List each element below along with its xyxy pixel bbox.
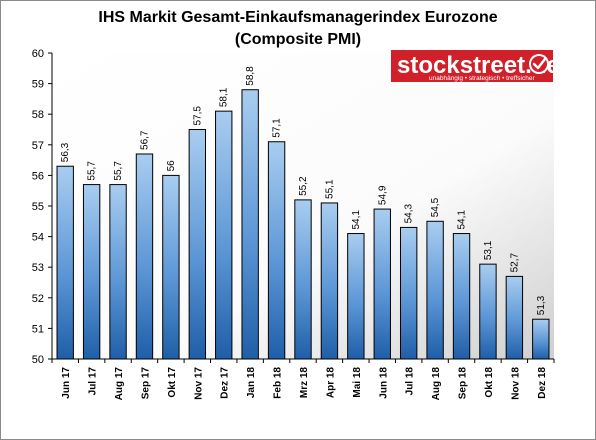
x-tick-label: Sep 17 <box>140 367 151 400</box>
bar <box>294 199 312 360</box>
bar <box>452 233 471 360</box>
chart-subtitle: (Composite PMI) <box>235 31 361 48</box>
x-tick-label: Dez 18 <box>537 367 548 399</box>
x-tick-label: Aug 17 <box>114 367 125 401</box>
x-tick-label: Jun 18 <box>378 367 389 399</box>
bar <box>162 174 180 360</box>
y-tick-label: 51 <box>32 323 44 335</box>
bar <box>373 208 391 360</box>
x-tick-label: Feb 18 <box>273 367 284 399</box>
bar <box>320 202 339 360</box>
data-label: 57,5 <box>192 106 203 126</box>
bar <box>426 220 444 360</box>
y-tick-label: 59 <box>32 79 44 91</box>
bar <box>135 153 154 360</box>
data-label: 54,1 <box>457 210 468 230</box>
x-tick-label: Sep 18 <box>458 367 469 400</box>
data-label: 54,1 <box>351 210 362 230</box>
x-tick-label: Okt 17 <box>167 367 178 398</box>
bar <box>109 184 127 360</box>
logo-background <box>391 50 553 82</box>
data-label: 56 <box>166 160 177 172</box>
stockstreet-logo: stockstreet.de unabhängig • strategisch … <box>391 50 560 82</box>
data-label: 54,9 <box>377 185 388 205</box>
data-label: 54,3 <box>404 204 415 224</box>
data-label: 58,8 <box>245 66 256 86</box>
bar <box>532 318 550 360</box>
y-axis-ticks: 50 51 52 53 54 55 56 57 58 59 60 <box>32 48 52 366</box>
y-tick-label: 50 <box>32 354 44 366</box>
bar <box>479 263 497 360</box>
bar <box>347 233 365 360</box>
checkmark-icon <box>529 54 549 74</box>
y-tick-label: 60 <box>32 48 44 60</box>
bar <box>399 226 418 360</box>
chart-title: IHS Markit Gesamt-Einkaufsmanagerindex E… <box>98 9 497 26</box>
x-tick-label: Aug 18 <box>431 367 442 401</box>
x-tick-label: Okt 18 <box>484 367 495 398</box>
data-label: 57,1 <box>272 118 283 138</box>
y-tick-label: 52 <box>32 293 44 305</box>
bar <box>241 89 259 360</box>
x-tick-label: Jul 17 <box>88 367 99 396</box>
y-tick-label: 53 <box>32 262 44 274</box>
x-tick-label: Jun 17 <box>61 367 72 399</box>
bar <box>215 110 233 360</box>
y-tick-label: 54 <box>32 232 44 244</box>
x-tick-label: Jul 18 <box>405 367 416 396</box>
data-label: 56,3 <box>60 142 71 162</box>
bar <box>505 275 524 360</box>
x-tick-label: Nov 18 <box>510 367 521 400</box>
x-tick-label: Apr 18 <box>325 367 336 399</box>
y-tick-label: 55 <box>32 201 44 213</box>
x-tick-label: Nov 17 <box>193 367 204 400</box>
y-tick-label: 57 <box>32 140 44 152</box>
data-label: 54,5 <box>430 197 441 217</box>
bar <box>188 129 207 360</box>
y-tick-label: 56 <box>32 170 44 182</box>
x-tick-label: Jan 18 <box>246 367 257 399</box>
data-label: 55,1 <box>324 179 335 199</box>
bar <box>82 184 101 360</box>
data-labels: 56,3 55,7 55,7 56,7 56 57,5 58,1 58,8 57,1 55,2 55… <box>60 66 547 315</box>
y-tick-label: 58 <box>32 109 44 121</box>
data-label: 58,1 <box>219 87 230 107</box>
data-label: 55,2 <box>298 176 309 196</box>
data-label: 51,3 <box>536 295 547 315</box>
data-label: 55,7 <box>87 161 98 181</box>
x-axis-ticks: Jun 17 Jul 17 Aug 17 Sep 17 Okt 17 Nov 17 Dez … <box>51 359 555 401</box>
x-tick-label: Mai 18 <box>352 367 363 398</box>
x-tick-label: Mrz 18 <box>299 367 310 399</box>
logo-tagline: unabhängig • strategisch • treffsicher <box>429 75 535 82</box>
bar <box>56 165 74 360</box>
data-label: 53,1 <box>483 240 494 260</box>
data-label: 56,7 <box>139 130 150 150</box>
bar <box>267 141 286 360</box>
data-label: 52,7 <box>509 252 520 272</box>
x-tick-label: Dez 17 <box>220 367 231 399</box>
data-label: 55,7 <box>113 161 124 181</box>
